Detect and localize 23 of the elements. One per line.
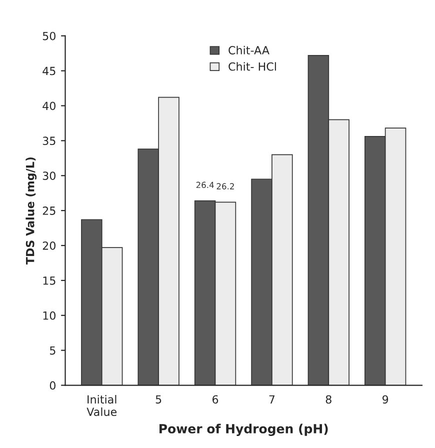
x-tick-label: 5	[156, 395, 162, 404]
y-tick-label: 0	[50, 381, 56, 390]
x-tick-label: 8	[326, 395, 332, 404]
y-tick-label: 50	[42, 32, 56, 40]
y-tick-label: 25	[42, 206, 56, 215]
y-tick-label: 15	[43, 276, 56, 285]
y-tick-label: 30	[42, 172, 56, 180]
legend-label: Chit- HCl	[228, 62, 276, 71]
legend-label: Chit-AA	[228, 46, 270, 54]
x-tick-label: 6	[212, 395, 218, 404]
y-tick-label: 10	[43, 311, 56, 320]
y-tick-label: 40	[42, 102, 56, 110]
x-axis-title: Power of Hydrogen (pH)	[160, 424, 328, 436]
data-label: 26.2	[216, 183, 234, 190]
y-tick-label: 45	[42, 66, 56, 76]
y-tick-label: 5	[50, 346, 56, 355]
y-axis-title: TDS Value (mg/L)	[26, 157, 37, 265]
y-tick-label: 20	[42, 241, 56, 250]
x-tick-label: 7	[269, 395, 275, 404]
y-tick-label: 35	[42, 136, 56, 146]
x-tick-label: 9	[382, 395, 388, 404]
x-tick-label: Initial Value	[86, 395, 117, 416]
data-label: 26.4	[196, 182, 214, 188]
